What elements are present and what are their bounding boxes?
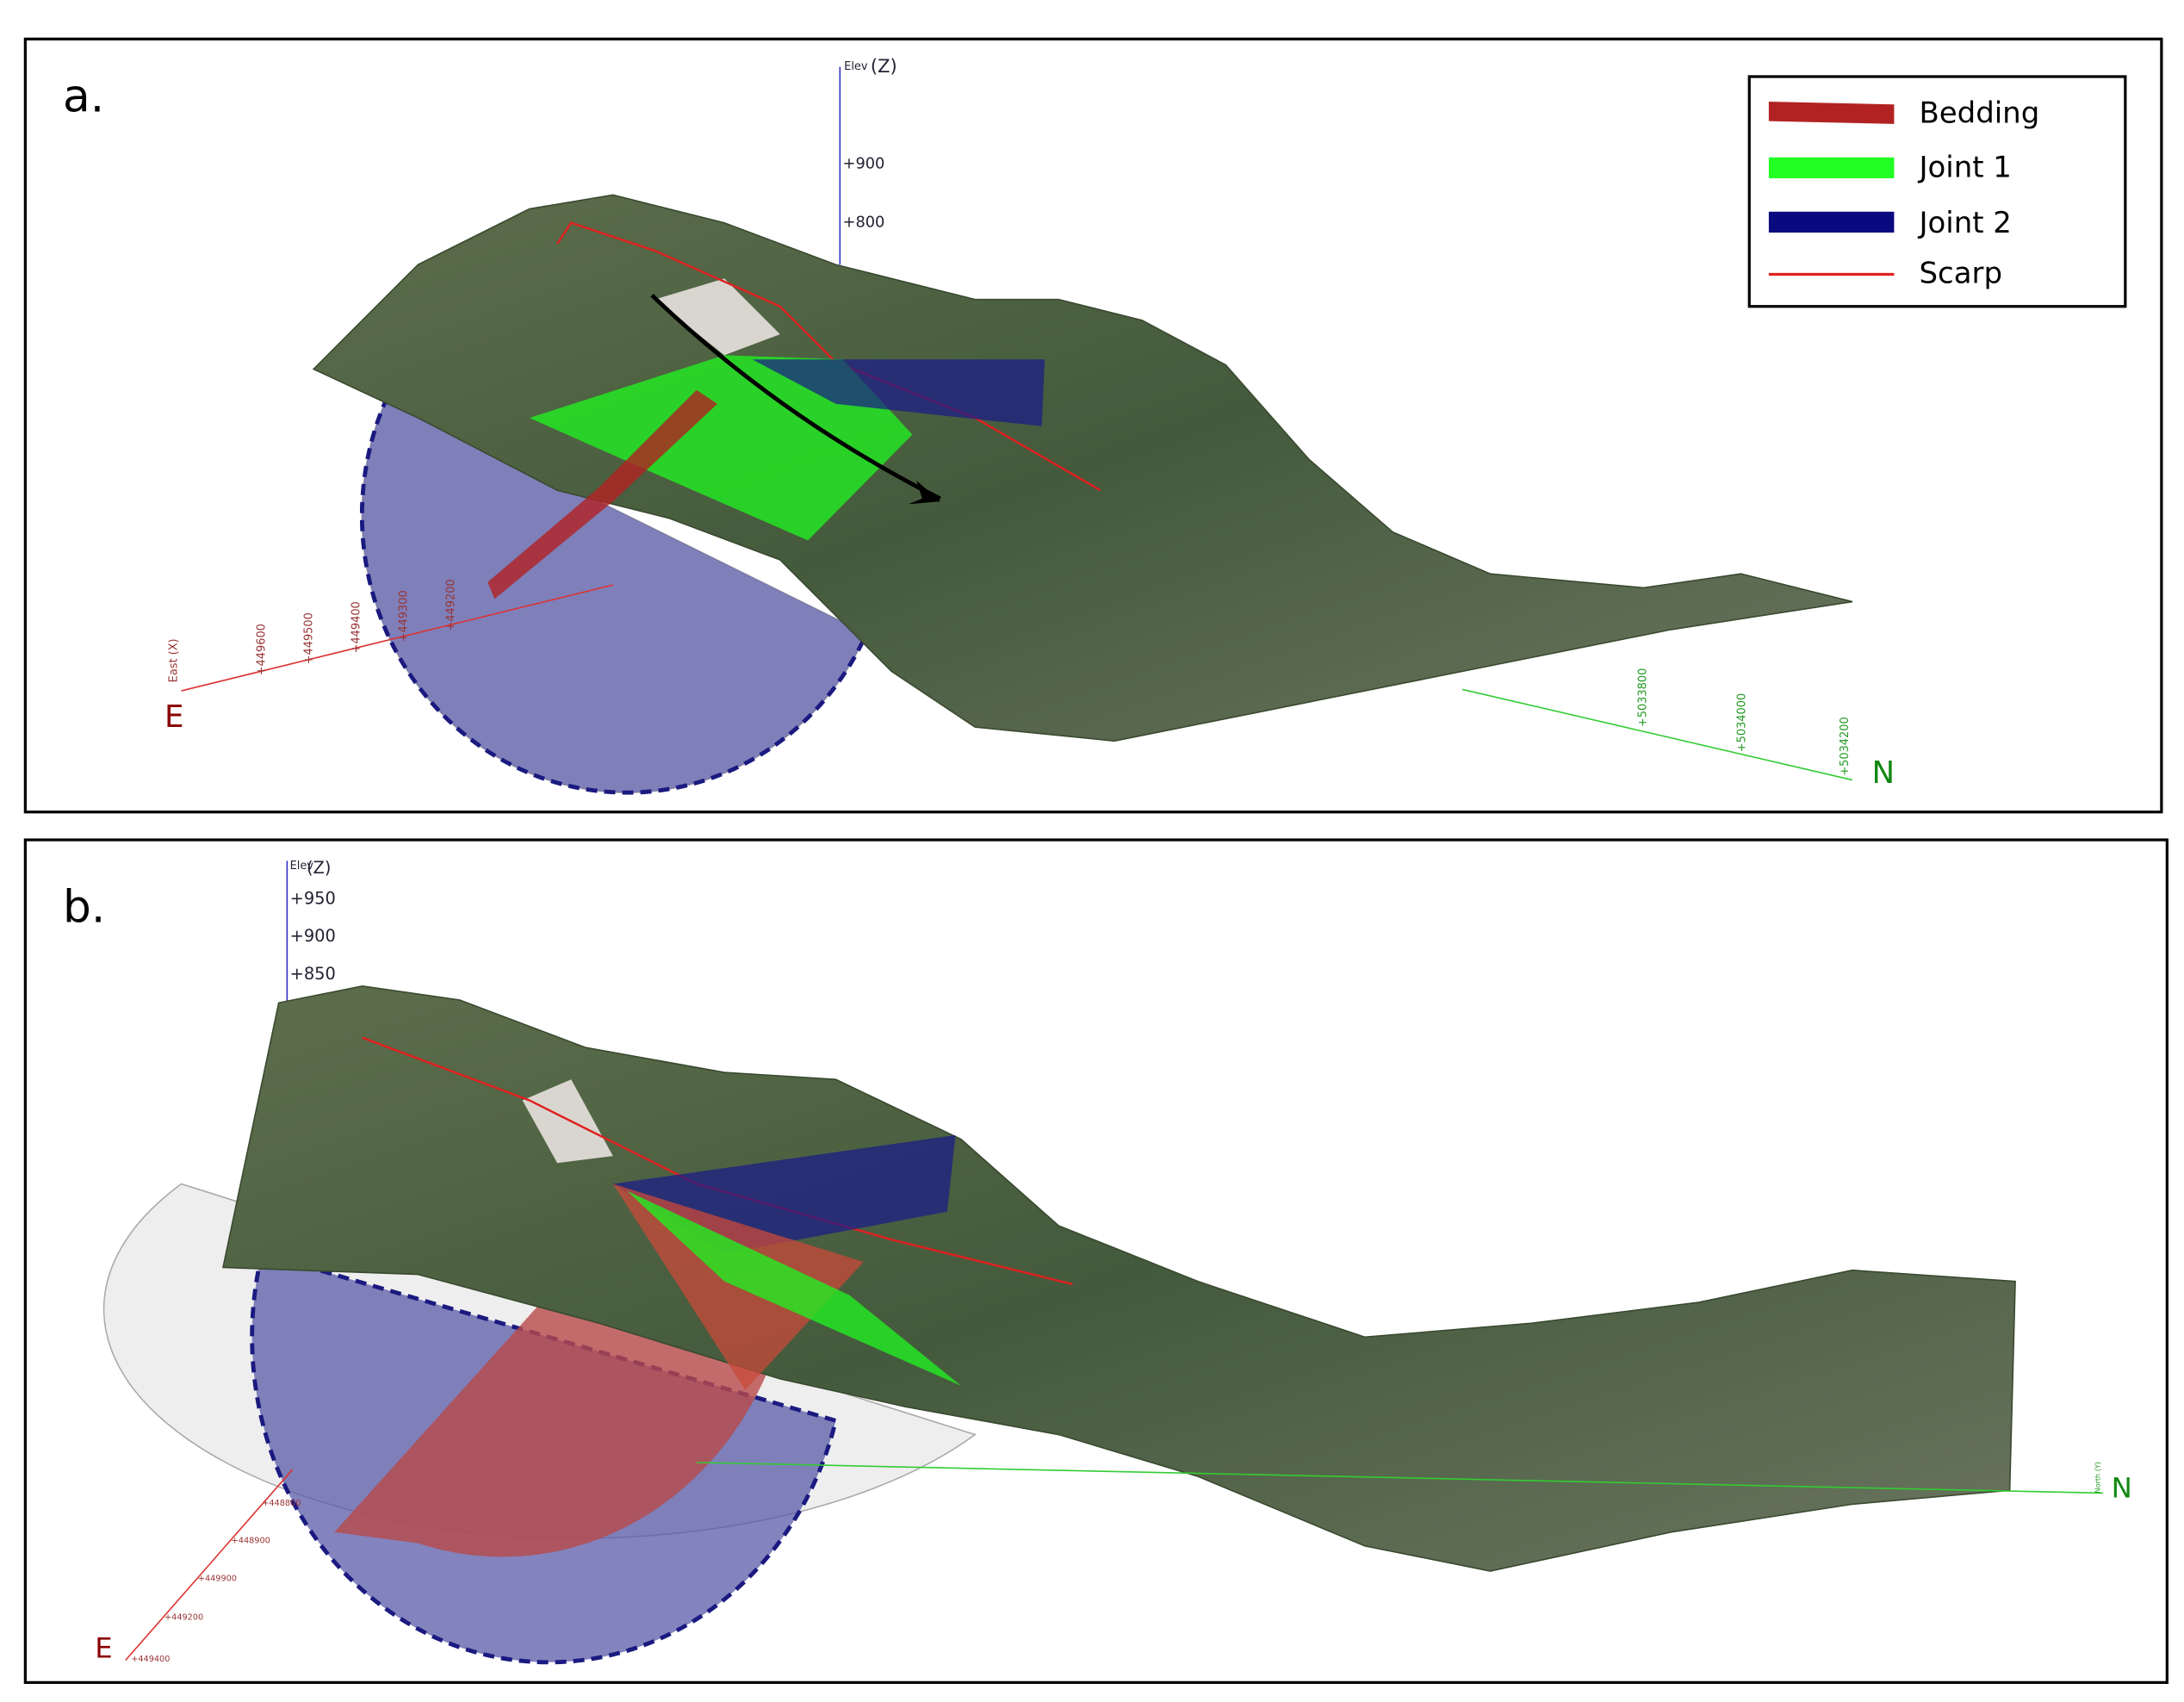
- z-tick: +850: [290, 964, 336, 984]
- panel-a: a. Elev (Z) +900 +800 East (X) E +449600…: [23, 37, 2163, 814]
- panel-label: b.: [63, 881, 105, 933]
- x-tick: +449600: [255, 624, 268, 675]
- legend-label: Bedding: [1920, 96, 2040, 130]
- panel-label: a.: [63, 71, 104, 122]
- y-axis: [1461, 688, 1853, 781]
- bedding-plane: [487, 389, 718, 599]
- scarp-area: [522, 1079, 613, 1164]
- joint2-plane: [752, 359, 1045, 426]
- legend-swatch: [1768, 157, 1895, 178]
- x-axis: [125, 1469, 294, 1662]
- arrow-head: [908, 480, 940, 505]
- x-tick: +448900: [232, 1537, 270, 1546]
- joint2-plane: [359, 395, 869, 795]
- x-tick: +448800: [262, 1499, 301, 1508]
- x-tick: +449500: [302, 612, 315, 664]
- x-tick: +449300: [397, 590, 410, 642]
- legend-swatch: [1768, 102, 1895, 124]
- y-axis-letter: N: [1872, 755, 1895, 791]
- x-tick: +449400: [131, 1655, 170, 1664]
- z-axis-name: Elev: [290, 860, 314, 873]
- joint1-plane: [626, 1190, 961, 1386]
- x-tick: +449200: [444, 579, 457, 630]
- scarp-area: [655, 278, 780, 356]
- x-tick: +449400: [350, 601, 363, 653]
- y-tick: +5034000: [1735, 693, 1748, 752]
- z-axis-letter: (Z): [871, 55, 897, 77]
- x-axis: [181, 584, 613, 692]
- y-tick: +5034200: [1839, 717, 1852, 775]
- y-tick: +5033800: [1637, 668, 1650, 727]
- x-axis-letter: E: [95, 1631, 112, 1664]
- terrain: [221, 985, 2016, 1572]
- z-tick: +900: [843, 155, 885, 173]
- x-tick: +449900: [198, 1574, 237, 1583]
- z-tick: +950: [290, 888, 336, 908]
- movement-arrow: [650, 294, 941, 501]
- legend-swatch: [1768, 211, 1895, 233]
- y-axis: [696, 1462, 2103, 1494]
- z-axis-letter: (Z): [307, 858, 331, 878]
- y-axis-name: North (Y): [2094, 1462, 2102, 1493]
- legend-label: Joint 2: [1918, 206, 2012, 240]
- z-tick: +800: [843, 214, 885, 232]
- z-axis-name: Elev: [844, 60, 868, 73]
- legend: Bedding Joint 1 Joint 2 Scarp: [1747, 75, 2127, 308]
- x-axis-letter: E: [164, 699, 183, 735]
- legend-label: Joint 1: [1918, 150, 2012, 184]
- legend-label: Scarp: [1920, 256, 2002, 290]
- x-axis-name: East (X): [168, 638, 181, 682]
- joint1-plane: [529, 355, 913, 541]
- y-axis-letter: N: [2112, 1471, 2132, 1504]
- x-tick: +449200: [164, 1613, 203, 1623]
- z-tick: +900: [290, 926, 336, 946]
- panel-b: b. Elev (Z) +950 +900 +850 E +448800 +44…: [23, 838, 2168, 1684]
